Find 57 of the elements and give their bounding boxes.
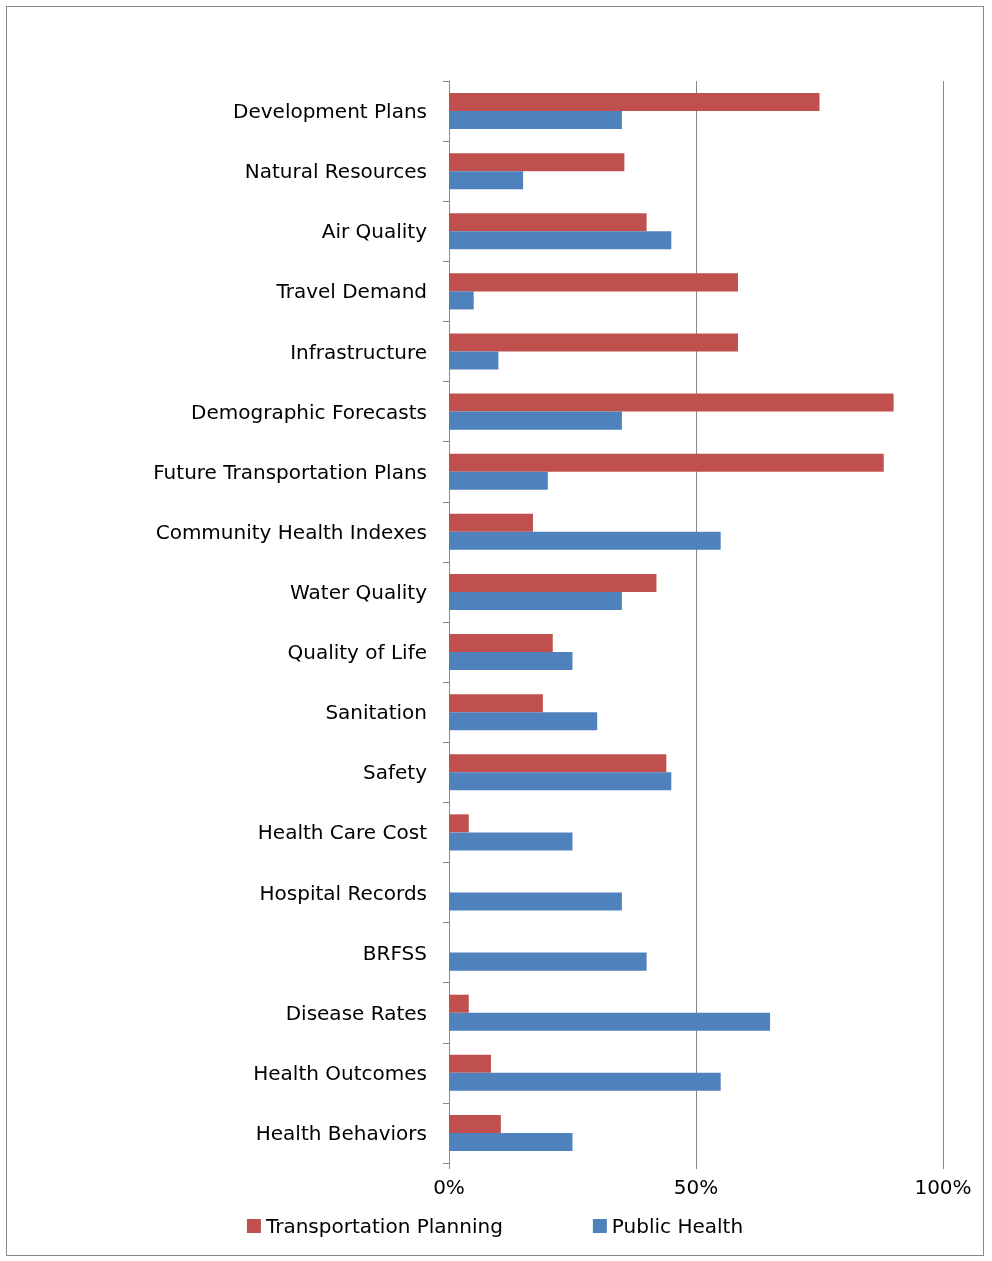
bar — [449, 231, 672, 250]
bar — [449, 213, 647, 232]
bar — [449, 754, 667, 773]
bar — [449, 573, 657, 592]
bar — [449, 351, 499, 370]
bar — [449, 411, 622, 430]
bar — [449, 111, 622, 130]
y-tick-label: Disease Rates — [285, 1000, 427, 1025]
y-tick-label: Travel Demand — [275, 279, 427, 304]
y-tick-label: BRFSS — [362, 940, 427, 965]
bar — [449, 1072, 721, 1091]
bar — [449, 994, 469, 1013]
bar — [449, 814, 469, 833]
bar — [449, 273, 738, 292]
bar — [449, 652, 573, 671]
bar — [449, 772, 672, 791]
y-tick-label: Community Health Indexes — [155, 519, 427, 544]
bar — [449, 531, 721, 550]
bar — [449, 832, 573, 851]
y-tick-label: Infrastructure — [290, 339, 427, 364]
bar — [449, 634, 553, 653]
bar — [449, 453, 884, 472]
bar — [449, 712, 598, 731]
y-tick-label: Natural Resources — [244, 159, 427, 184]
bar — [449, 171, 524, 190]
bar — [449, 393, 894, 412]
bar — [449, 471, 548, 490]
bar — [449, 153, 625, 172]
bar — [449, 1132, 573, 1151]
y-tick-label: Future Transportation Plans — [153, 459, 427, 484]
bar — [449, 892, 622, 911]
y-tick-label: Quality of Life — [287, 640, 427, 665]
legend-label: Transportation Planning — [264, 1214, 503, 1238]
y-tick-label: Sanitation — [325, 700, 427, 725]
y-tick-label: Health Outcomes — [253, 1060, 427, 1085]
y-tick-label: Development Plans — [233, 99, 427, 124]
y-tick-label: Demographic Forecasts — [191, 399, 427, 424]
y-tick-label: Water Quality — [290, 579, 428, 604]
legend-label: Public Health — [611, 1214, 744, 1238]
x-tick-label: 50% — [673, 1175, 719, 1199]
bar — [449, 93, 820, 112]
y-tick-label: Health Care Cost — [257, 820, 428, 845]
bar — [449, 694, 543, 713]
x-tick-label: 100% — [914, 1175, 972, 1199]
bar — [449, 513, 533, 532]
bar — [449, 291, 474, 310]
bar — [449, 1012, 771, 1031]
y-tick-label: Safety — [363, 760, 428, 785]
y-tick-label: Health Behaviors — [255, 1120, 427, 1145]
y-tick-label: Air Quality — [321, 219, 428, 244]
bar — [449, 333, 738, 352]
bar — [449, 952, 647, 971]
bar — [449, 1114, 501, 1133]
bar — [449, 591, 622, 610]
bar — [449, 1054, 491, 1073]
x-tick-label: 0% — [433, 1175, 465, 1199]
y-tick-label: Hospital Records — [259, 880, 427, 905]
